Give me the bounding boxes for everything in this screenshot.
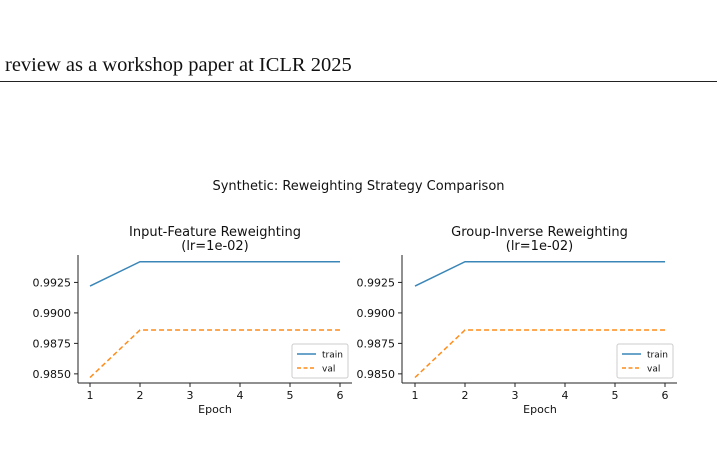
x-axis-label: Epoch [523, 403, 557, 416]
y-tick-label: 0.9875 [357, 337, 396, 350]
y-tick-label: 0.9900 [357, 307, 396, 320]
chart-title-line-2: (lr=1e-02) [506, 239, 574, 254]
series-line-train [89, 260, 340, 287]
y-tick-label: 0.9850 [33, 368, 72, 381]
x-tick-label: 4 [237, 389, 244, 402]
x-tick-label: 3 [187, 389, 194, 402]
x-tick-label: 2 [462, 389, 469, 402]
x-tick-label: 4 [562, 389, 569, 402]
x-tick-label: 5 [612, 389, 619, 402]
x-tick-label: 5 [287, 389, 294, 402]
series-line-val [89, 329, 340, 379]
header-rule [0, 81, 717, 82]
x-tick-label: 1 [412, 389, 419, 402]
chart-panel-1: Input-Feature Reweighting(lr=1e-02) 0.985… [33, 225, 352, 416]
chart-title-line-1: Group-Inverse Reweighting [451, 225, 628, 240]
chart-title-line-1: Input-Feature Reweighting [129, 225, 301, 240]
page-header: review as a workshop paper at ICLR 2025 [5, 54, 352, 76]
chart-title-line-2: (lr=1e-02) [181, 239, 249, 254]
x-tick-label: 3 [512, 389, 519, 402]
legend-label-val: val [647, 365, 660, 375]
x-tick-label: 6 [337, 389, 344, 402]
series-line-val [414, 329, 665, 379]
legend-box [291, 343, 349, 379]
x-tick-label: 2 [137, 389, 144, 402]
legend-label-train: train [322, 351, 343, 361]
x-axis-label: Epoch [198, 403, 232, 416]
series-line-train [414, 260, 665, 287]
y-tick-label: 0.9925 [33, 276, 72, 289]
y-tick-label: 0.9875 [33, 337, 72, 350]
legend-label-train: train [647, 351, 668, 361]
y-tick-label: 0.9900 [33, 307, 72, 320]
x-tick-label: 1 [87, 389, 94, 402]
figure-suptitle: Synthetic: Reweighting Strategy Comparis… [212, 179, 505, 194]
y-tick-label: 0.9925 [357, 276, 396, 289]
chart-panel-2: Group-Inverse Reweighting(lr=1e-02) 0.985… [357, 225, 677, 416]
legend-label-val: val [322, 365, 335, 375]
legend-box [616, 343, 674, 379]
x-tick-label: 6 [662, 389, 669, 402]
y-tick-label: 0.9850 [357, 368, 396, 381]
